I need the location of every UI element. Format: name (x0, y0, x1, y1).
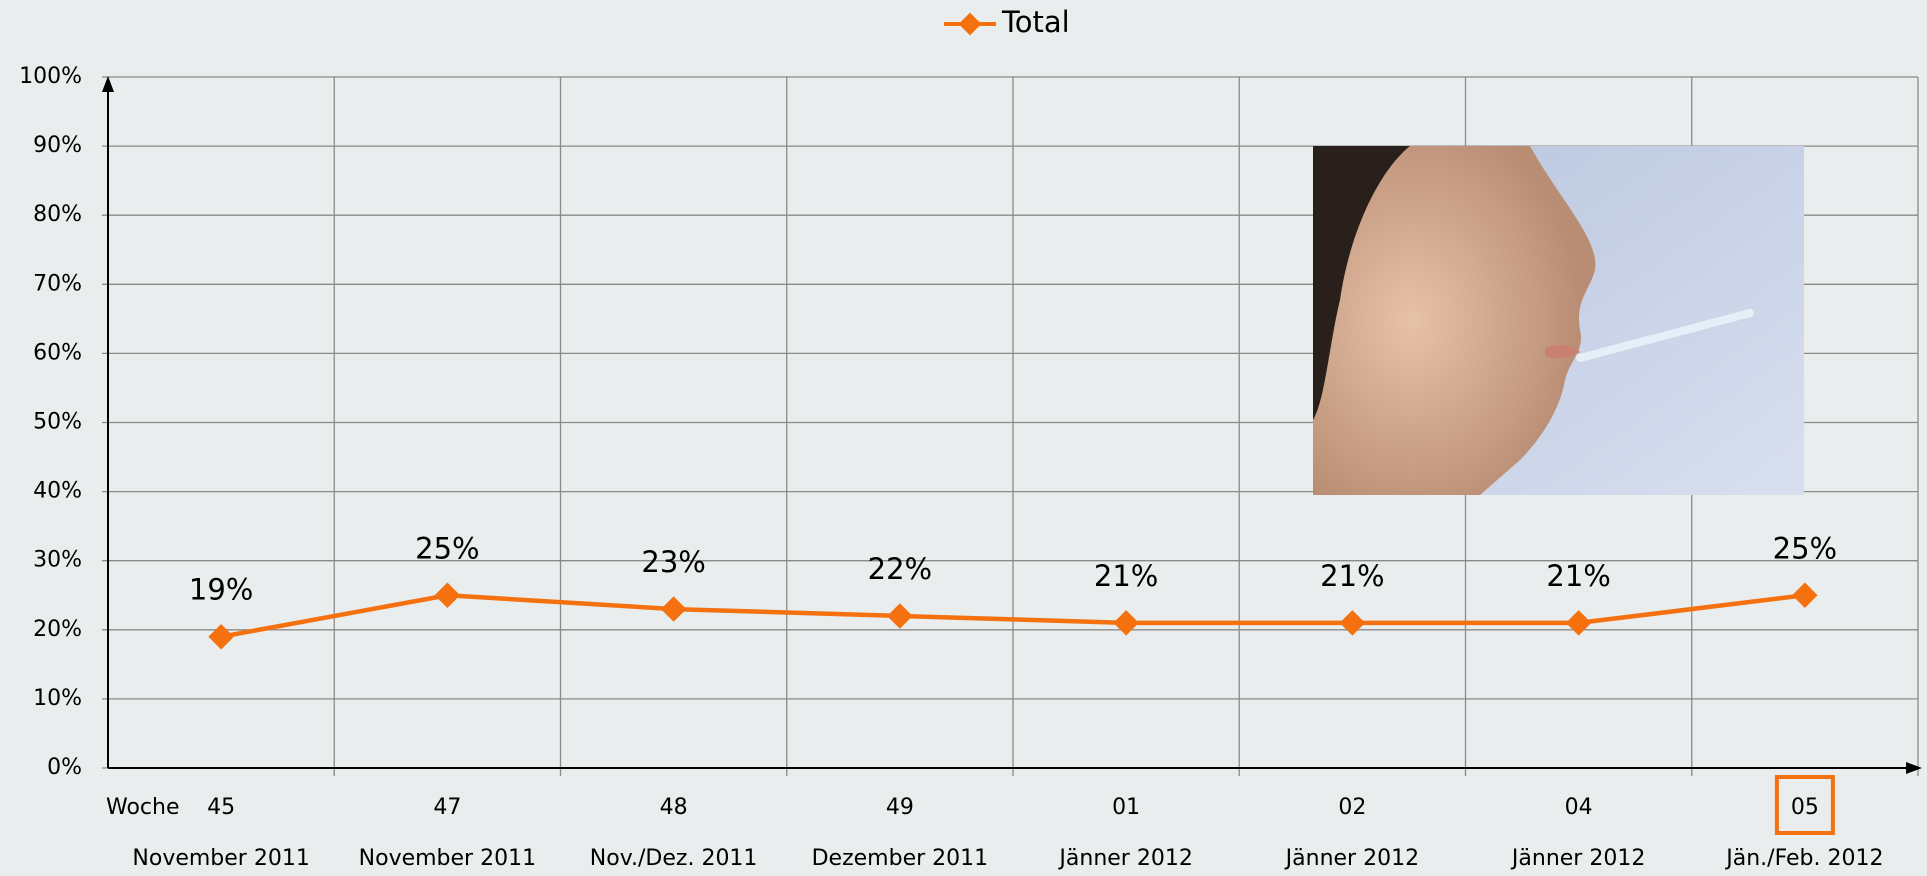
data-label: 25% (1773, 531, 1837, 565)
x-tick-sublabel: Jänner 2012 (1057, 846, 1192, 871)
y-tick-label: 80% (33, 202, 82, 227)
data-label: 21% (1546, 559, 1610, 593)
x-tick-sublabel: Jän./Feb. 2012 (1724, 846, 1883, 871)
x-tick-label: 02 (1338, 795, 1366, 820)
y-tick-label: 10% (33, 686, 82, 711)
data-label: 23% (641, 545, 705, 579)
axes (102, 76, 1922, 774)
x-tick-label: 48 (660, 795, 688, 820)
x-tick-label: 04 (1565, 795, 1593, 820)
y-tick-label: 30% (33, 548, 82, 573)
series-line (220, 592, 1806, 639)
x-tick-sublabel: Jänner 2012 (1510, 846, 1645, 871)
x-tick-sublabel: Jänner 2012 (1284, 846, 1419, 871)
x-tick-label: 05 (1791, 795, 1819, 820)
legend-label: Total (1001, 5, 1070, 39)
marker (208, 623, 234, 650)
data-label: 21% (1094, 559, 1158, 593)
x-tick-sublabel: Dezember 2011 (812, 846, 989, 871)
y-tick-label: 40% (33, 479, 82, 504)
y-tick-label: 0% (47, 755, 82, 780)
x-tick-label: 45 (207, 795, 235, 820)
photo (1313, 146, 1804, 495)
y-tick-label: 100% (19, 64, 82, 89)
x-axis-label: Woche (106, 795, 180, 820)
y-tick-label: 90% (33, 133, 82, 158)
y-tick-label: 50% (33, 410, 82, 435)
marker (1565, 610, 1592, 636)
data-label: 19% (189, 573, 253, 607)
legend: Total (944, 5, 1070, 39)
marker (660, 596, 687, 622)
x-tick-sublabel: November 2011 (359, 846, 536, 871)
data-label: 22% (868, 552, 932, 586)
x-tick-label: 01 (1112, 795, 1140, 820)
marker (1792, 582, 1818, 608)
y-tick-label: 70% (33, 271, 82, 296)
x-tick-sublabel: November 2011 (132, 846, 309, 871)
y-tick-label: 20% (33, 617, 82, 642)
x-tick-label: 47 (433, 795, 461, 820)
marker (887, 603, 913, 629)
data-label: 21% (1320, 559, 1384, 593)
x-tick-label: 49 (886, 795, 914, 820)
data-label: 25% (415, 531, 479, 565)
marker (1113, 610, 1139, 636)
highlight-box (1774, 775, 1835, 835)
x-tick-sublabel: Nov./Dez. 2011 (590, 846, 758, 871)
marker (1339, 610, 1366, 636)
marker (434, 582, 461, 608)
y-tick-label: 60% (33, 340, 82, 365)
